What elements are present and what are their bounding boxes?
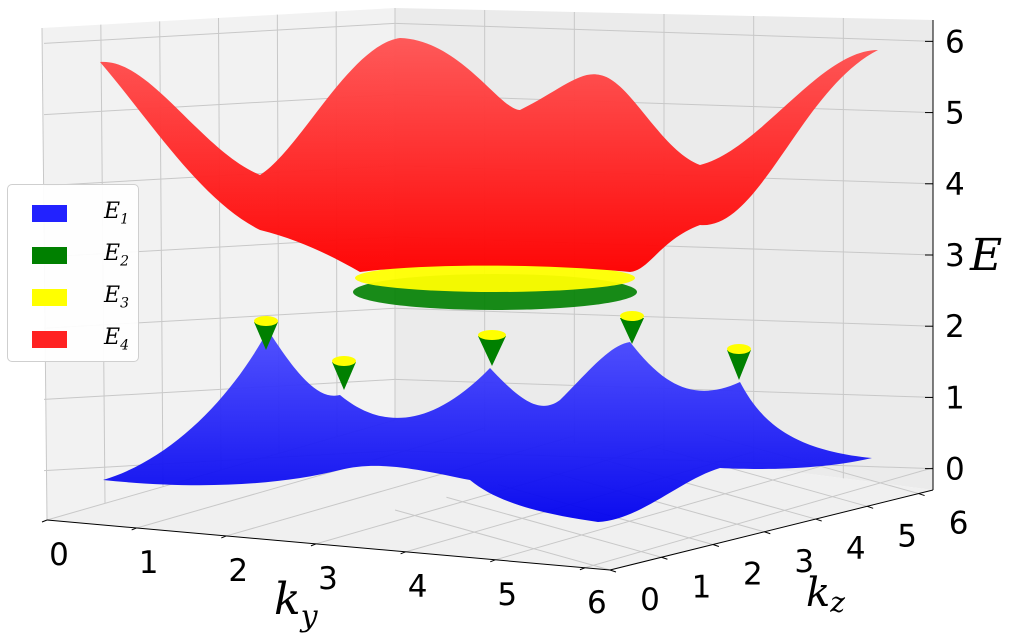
series-e2-cone-4 xyxy=(620,318,644,344)
legend-label-e3: E3 xyxy=(104,283,129,312)
legend-label-e2: E2 xyxy=(104,241,129,270)
wall-gridline xyxy=(218,17,222,471)
x-tick-mark xyxy=(490,559,496,563)
y-tick-mark xyxy=(815,518,822,522)
series-e3-cap-1 xyxy=(254,316,278,326)
legend-item-e4: E4 xyxy=(8,323,138,353)
y-tick-label: 2 xyxy=(743,557,763,593)
series-e1-surface xyxy=(103,330,872,522)
x-tick-label: 5 xyxy=(497,577,517,613)
z-axis-label: E xyxy=(969,230,1002,281)
series-e3-cap-2 xyxy=(332,356,356,366)
series-e2-cone-5 xyxy=(727,350,751,380)
x-tick-mark xyxy=(400,551,406,555)
series-e2-cone-2 xyxy=(332,362,356,390)
y-gridline xyxy=(394,509,611,571)
x-tick-label: 6 xyxy=(587,585,607,621)
legend-swatch-e4 xyxy=(32,331,67,348)
series-e3-cap-3 xyxy=(478,330,506,340)
y-tick-mark xyxy=(712,544,720,547)
y-tick-mark xyxy=(764,531,771,535)
z-tick-label: 3 xyxy=(945,238,965,274)
x-tick-mark xyxy=(221,535,227,539)
x-tick-label: 0 xyxy=(49,537,69,573)
series-e3-cap-5 xyxy=(727,344,751,354)
surfaces xyxy=(100,38,878,522)
y-tick-label: 4 xyxy=(846,531,866,567)
legend-item-e3: E3 xyxy=(8,281,138,311)
series-e3-cap-4 xyxy=(620,311,644,321)
series-e2-cone-1 xyxy=(254,322,278,350)
y-tick-mark xyxy=(867,505,874,509)
x-tick-label: 1 xyxy=(139,545,159,581)
y-tick-label: 0 xyxy=(640,582,660,618)
legend-item-e2: E2 xyxy=(8,239,138,269)
x-axis-ticks: 0 1 2 3 4 5 6 xyxy=(41,519,607,621)
x-tick-mark xyxy=(579,567,586,571)
x-tick-mark xyxy=(41,519,48,523)
y-tick-mark xyxy=(918,493,925,497)
z-axis-ticks: 0 1 2 3 4 5 6 xyxy=(925,24,965,488)
legend-label-e4: E4 xyxy=(104,325,129,354)
x-tick-mark xyxy=(310,543,317,547)
series-e3-ring xyxy=(355,264,635,292)
z-tick-label: 5 xyxy=(945,96,965,132)
x-gridline xyxy=(495,459,844,561)
series-e2-cone-3 xyxy=(478,336,506,366)
x-axis-label: ky xyxy=(274,574,319,634)
series-e4-surface xyxy=(100,38,878,272)
x-tick-mark xyxy=(131,527,137,531)
x-gridline xyxy=(584,467,934,569)
y-axis-label: kz xyxy=(806,570,845,619)
legend-swatch-e1 xyxy=(32,205,67,222)
y-tick-mark xyxy=(609,569,617,573)
x-tick-label: 3 xyxy=(318,561,338,597)
y-tick-mark xyxy=(661,556,668,560)
legend-swatch-e2 xyxy=(32,247,67,264)
y-tick-label: 6 xyxy=(949,506,969,542)
y-gridline xyxy=(446,496,662,558)
legend-label-e1: E1 xyxy=(104,199,129,228)
z-tick-label: 1 xyxy=(945,380,965,416)
y-tick-label: 1 xyxy=(692,569,712,605)
y-tick-label: 3 xyxy=(794,544,814,580)
legend-item-e1: E1 xyxy=(8,197,138,227)
z-tick-label: 6 xyxy=(945,24,965,60)
z-tick-label: 4 xyxy=(945,167,965,203)
x-tick-label: 2 xyxy=(228,553,248,589)
z-tick-label: 2 xyxy=(945,309,965,345)
legend: E1 E2 E3 E4 xyxy=(7,184,139,362)
z-tick-label: 0 xyxy=(945,452,965,488)
y-tick-label: 5 xyxy=(897,518,917,554)
x-tick-label: 4 xyxy=(408,569,428,605)
legend-swatch-e3 xyxy=(32,289,67,306)
